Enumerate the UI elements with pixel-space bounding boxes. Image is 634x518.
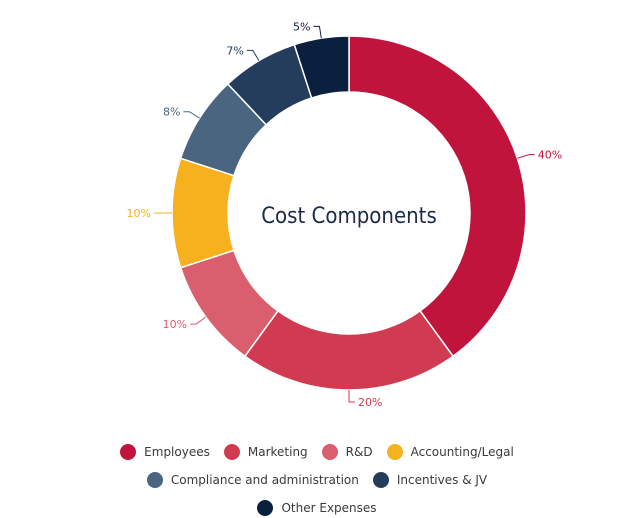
- legend-label: Other Expenses: [281, 501, 377, 515]
- leader-line-employees: [517, 154, 535, 159]
- donut-chart: 40% 20% 10% 10% 8% 7% 5% Cost Components: [127, 20, 563, 409]
- slice-other-expenses[interactable]: [293, 35, 350, 99]
- legend-swatch: [372, 472, 389, 488]
- chart-center-title: Cost Components: [261, 204, 437, 229]
- leader-lines-group: [154, 25, 535, 403]
- legend-item-accounting-legal[interactable]: Accounting/Legal: [386, 444, 514, 460]
- legend-item-marketing[interactable]: Marketing: [223, 444, 308, 460]
- data-label-r-d: 10%: [163, 318, 187, 331]
- legend-row-3: Other Expenses: [0, 500, 634, 516]
- legend-swatch: [146, 472, 163, 488]
- data-label-other-expenses: 5%: [293, 20, 310, 33]
- data-label-accounting-legal: 10%: [127, 207, 151, 220]
- data-label-compliance-and-administration: 8%: [163, 106, 180, 119]
- legend-item-r-d[interactable]: R&D: [321, 444, 373, 460]
- legend-item-other-expenses[interactable]: Other Expenses: [257, 500, 377, 516]
- legend-swatch: [257, 500, 274, 516]
- slice-accounting-legal[interactable]: [171, 157, 235, 269]
- data-label-marketing: 20%: [358, 396, 382, 409]
- data-labels-group: 40% 20% 10% 10% 8% 7% 5%: [127, 20, 563, 409]
- legend-swatch: [386, 444, 403, 460]
- legend-swatch: [223, 444, 240, 460]
- legend-label: Compliance and administration: [170, 473, 359, 487]
- legend-swatch: [120, 444, 137, 460]
- leader-line-compliance-and-administration: [183, 111, 200, 119]
- legend-label: Marketing: [247, 445, 308, 459]
- slice-employees[interactable]: [348, 35, 527, 358]
- data-label-incentives-jv: 7%: [226, 44, 243, 57]
- legend-item-employees[interactable]: Employees: [120, 444, 210, 460]
- slices-group: [171, 35, 527, 391]
- legend-row-1: Employees Marketing R&D Accounting/Legal: [0, 444, 634, 460]
- legend-label: R&D: [345, 445, 373, 459]
- leader-line-marketing: [348, 390, 355, 403]
- data-label-employees: 40%: [538, 149, 562, 162]
- leader-line-r-d: [190, 316, 207, 325]
- legend-label: Employees: [144, 445, 210, 459]
- legend-item-compliance-and-administration[interactable]: Compliance and administration: [146, 472, 359, 488]
- legend-swatch: [321, 444, 338, 460]
- slice-marketing[interactable]: [243, 309, 455, 391]
- legend-row-2: Compliance and administration Incentives …: [0, 472, 634, 488]
- legend-label: Accounting/Legal: [410, 445, 514, 459]
- legend-item-incentives-jv[interactable]: Incentives & JV: [372, 472, 488, 488]
- leader-line-incentives-jv: [246, 49, 260, 61]
- leader-line-other-expenses: [313, 25, 322, 39]
- legend-label: Incentives & JV: [396, 473, 488, 487]
